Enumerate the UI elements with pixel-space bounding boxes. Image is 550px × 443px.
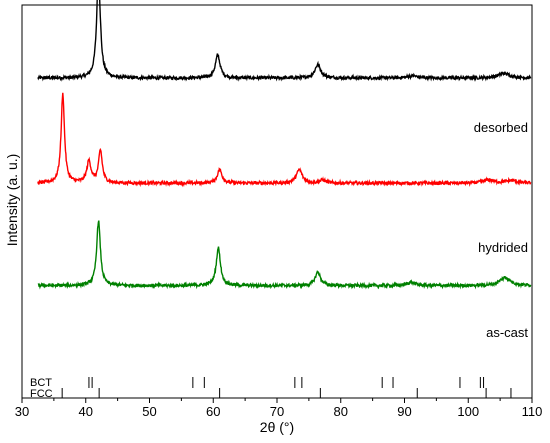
x-axis: 30 40 50 60 70 80 90 100 110 — [15, 398, 543, 419]
series-label-hydrided: hydrided — [478, 240, 528, 255]
x-tick-label-100: 100 — [457, 404, 479, 419]
plot-frame — [21, 4, 533, 399]
x-axis-title: 2θ (°) — [260, 419, 294, 435]
reference-layer: BCT FCC — [30, 377, 512, 400]
series-line-desorbed — [37, 0, 532, 82]
series-line-hydrided — [37, 92, 532, 188]
x-tick-label-110: 110 — [522, 404, 543, 419]
x-tick-label-60: 60 — [206, 404, 220, 419]
reference-label-bct: BCT — [30, 377, 52, 389]
x-tick-label-50: 50 — [142, 404, 156, 419]
y-axis-title: Intensity (a. u.) — [4, 154, 20, 247]
series-line-as-cast — [37, 220, 532, 290]
x-tick-label-70: 70 — [270, 404, 284, 419]
x-tick-label-80: 80 — [334, 404, 348, 419]
x-tick-label-40: 40 — [79, 404, 93, 419]
series-labels: desorbed hydrided as-cast — [474, 120, 529, 340]
plot-border — [21, 4, 533, 399]
series-layer — [37, 0, 532, 290]
series-label-as-cast: as-cast — [486, 325, 528, 340]
x-tick-label-90: 90 — [397, 404, 411, 419]
x-tick-label-30: 30 — [15, 404, 29, 419]
reference-label-fcc: FCC — [30, 388, 53, 400]
series-label-desorbed: desorbed — [474, 120, 528, 135]
